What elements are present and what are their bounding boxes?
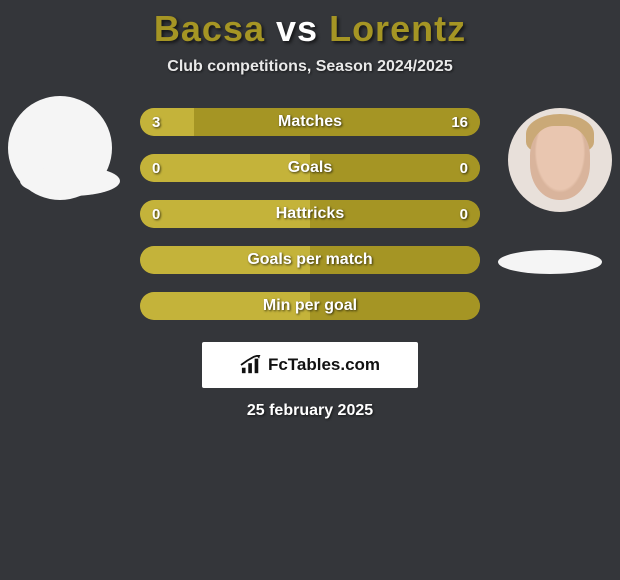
stat-bar-label: Goals (140, 154, 480, 182)
page-title: Bacsa vs Lorentz (0, 0, 620, 50)
date-text: 25 february 2025 (0, 402, 620, 420)
title-vs: vs (276, 8, 318, 49)
stat-bars: Matches316Goals00Hattricks00Goals per ma… (140, 108, 480, 320)
stat-bar-val-right: 0 (460, 200, 468, 228)
stat-bar-val-left: 0 (152, 200, 160, 228)
stat-bar: Hattricks0 0 (140, 200, 480, 228)
stat-bar-val-right: 0 (460, 154, 468, 182)
stat-bar: Goals per match (140, 246, 480, 274)
stat-bar: Min per goal (140, 292, 480, 320)
title-player1: Bacsa (154, 8, 265, 49)
stat-bar-label: Hattricks (140, 200, 480, 228)
stat-bar-val-left: 3 (152, 108, 160, 136)
stat-bar-label: Min per goal (140, 292, 480, 320)
comparison-content: Matches316Goals00Hattricks00Goals per ma… (0, 108, 620, 420)
avatar-player1-shadow (20, 166, 120, 196)
stat-bar-val-right: 16 (451, 108, 468, 136)
logo-text: FcTables.com (268, 355, 380, 375)
subtitle: Club competitions, Season 2024/2025 (0, 58, 620, 76)
chart-icon (240, 355, 262, 375)
stat-bar-label: Goals per match (140, 246, 480, 274)
stat-bar: Goals0 0 (140, 154, 480, 182)
logo-box: FcTables.com (202, 342, 418, 388)
stat-bar-label: Matches (140, 108, 480, 136)
avatar-player2-shadow (498, 250, 602, 274)
stat-bar: Matches3 16 (140, 108, 480, 136)
title-player2: Lorentz (329, 8, 466, 49)
avatar-player2 (508, 108, 612, 212)
stat-bar-val-left: 0 (152, 154, 160, 182)
